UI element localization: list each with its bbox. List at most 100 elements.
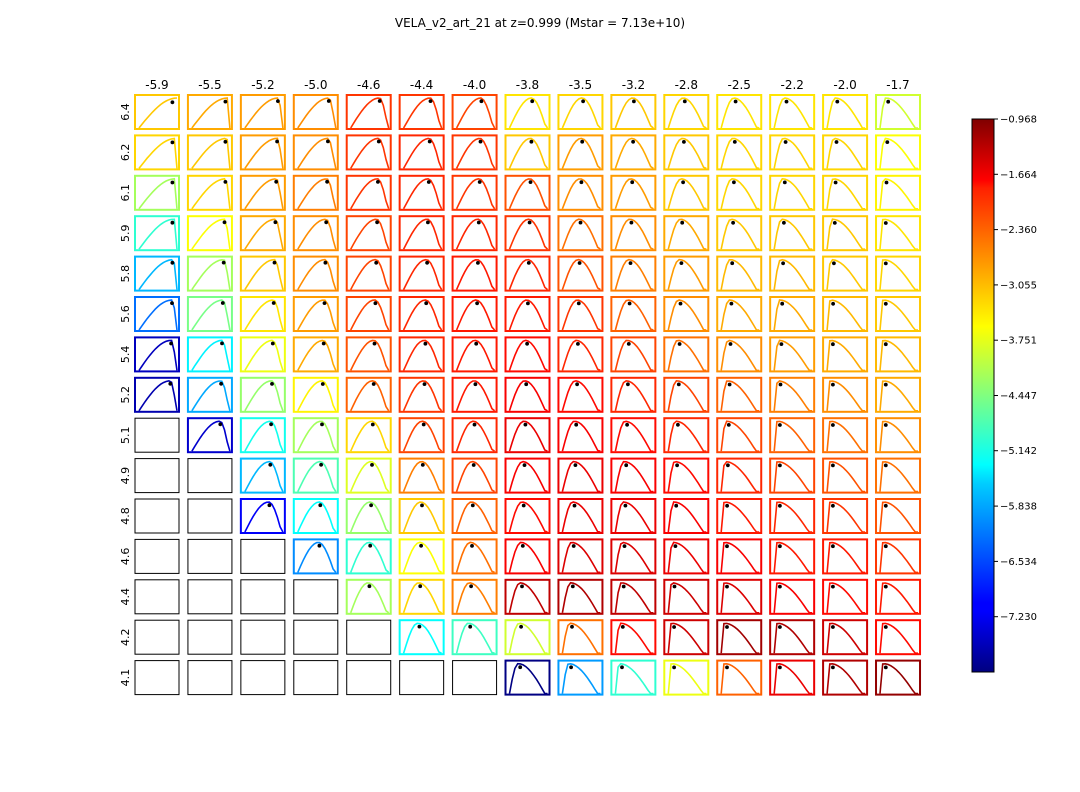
panel-marker — [675, 463, 679, 468]
panel-marker — [273, 220, 278, 225]
panel-frame — [769, 336, 816, 373]
panel-frame — [769, 619, 816, 656]
panel — [557, 376, 604, 413]
panel-frame — [239, 336, 286, 373]
panel-curve — [826, 622, 866, 655]
panel — [451, 538, 498, 575]
panel-marker — [778, 423, 782, 427]
panel-frame — [875, 417, 922, 454]
panel-frame — [345, 174, 392, 211]
panel — [504, 215, 551, 252]
panel — [875, 215, 922, 252]
colorbar-tick-label: −2.360 — [1000, 225, 1037, 236]
panel-marker — [626, 382, 630, 387]
panel-curve — [561, 339, 601, 372]
panel-marker — [631, 139, 635, 144]
panel — [399, 660, 445, 696]
panel-curve — [720, 460, 760, 493]
panel-marker — [725, 503, 729, 508]
panel-curve — [508, 218, 549, 250]
panel-curve — [455, 299, 496, 331]
panel-marker — [883, 342, 888, 347]
panel-curve — [508, 501, 548, 533]
panel-marker — [474, 341, 479, 346]
panel-curve — [138, 97, 178, 129]
panel-marker — [271, 301, 276, 305]
panel — [769, 659, 816, 696]
panel-frame — [398, 215, 445, 252]
panel-marker — [778, 503, 782, 508]
panel-marker — [883, 544, 888, 549]
panel — [186, 255, 233, 292]
panel-frame — [822, 296, 869, 332]
panel — [769, 215, 816, 252]
panel — [875, 296, 922, 332]
panel-frame — [557, 94, 604, 130]
panel-marker — [372, 341, 377, 346]
panel-curve — [667, 137, 707, 170]
panel — [240, 619, 286, 655]
panel — [398, 215, 445, 252]
panel-curve — [350, 137, 390, 169]
panel — [239, 457, 286, 494]
panel-frame — [610, 255, 657, 292]
panel-marker — [376, 180, 380, 184]
panel-marker — [726, 423, 731, 427]
panel — [769, 376, 816, 413]
panel-frame — [716, 376, 763, 413]
panel — [345, 578, 392, 615]
panel-marker — [729, 301, 734, 306]
panel-curve — [455, 97, 496, 129]
colorbar-tick-label: −4.447 — [1000, 391, 1037, 402]
panel — [292, 215, 339, 252]
panel-curve — [826, 501, 866, 533]
panel — [610, 336, 657, 373]
panel-frame — [345, 417, 392, 454]
colorbar-tick-label: −7.230 — [1000, 612, 1037, 623]
panel-curve — [402, 420, 443, 452]
panel — [292, 498, 339, 534]
panel-marker — [680, 220, 685, 225]
panel — [769, 296, 816, 332]
panel-marker — [673, 544, 678, 548]
panel-curve — [508, 97, 549, 129]
panel — [504, 296, 551, 332]
column-label: -4.6 — [357, 78, 380, 92]
panel — [716, 94, 763, 130]
panel — [504, 538, 551, 575]
panel-frame — [663, 578, 710, 615]
panel-curve — [614, 582, 654, 614]
colorbar-tick-label: −3.751 — [1000, 336, 1037, 347]
panel-marker — [268, 462, 273, 467]
panel-marker — [725, 544, 729, 549]
panel-curve — [667, 177, 707, 210]
panel — [663, 255, 710, 292]
panel-curve — [879, 460, 918, 493]
panel-grid — [134, 94, 922, 696]
row-label: 5.2 — [119, 386, 132, 404]
panel-frame — [875, 457, 922, 494]
panel — [822, 215, 869, 252]
colorbar-tick-label: −1.664 — [1000, 170, 1037, 181]
panel-frame — [822, 578, 869, 615]
panel-curve — [720, 218, 760, 250]
column-label: -3.8 — [516, 78, 539, 92]
panel — [504, 457, 551, 494]
panel-curve — [667, 218, 707, 250]
panel — [875, 619, 922, 656]
panel-marker — [168, 381, 173, 386]
panel — [187, 458, 233, 494]
panel-frame — [875, 255, 922, 292]
panel-marker — [883, 261, 888, 266]
panel-curve — [455, 218, 496, 250]
panel — [875, 94, 922, 130]
empty-panel-frame — [187, 458, 233, 494]
panel — [769, 255, 816, 292]
panel — [292, 376, 339, 413]
panel-marker — [170, 140, 175, 145]
panel-frame — [398, 94, 445, 130]
panel-frame — [610, 538, 657, 575]
panel-frame — [663, 296, 710, 332]
panel-curve — [667, 460, 707, 493]
panel-marker — [320, 422, 324, 427]
